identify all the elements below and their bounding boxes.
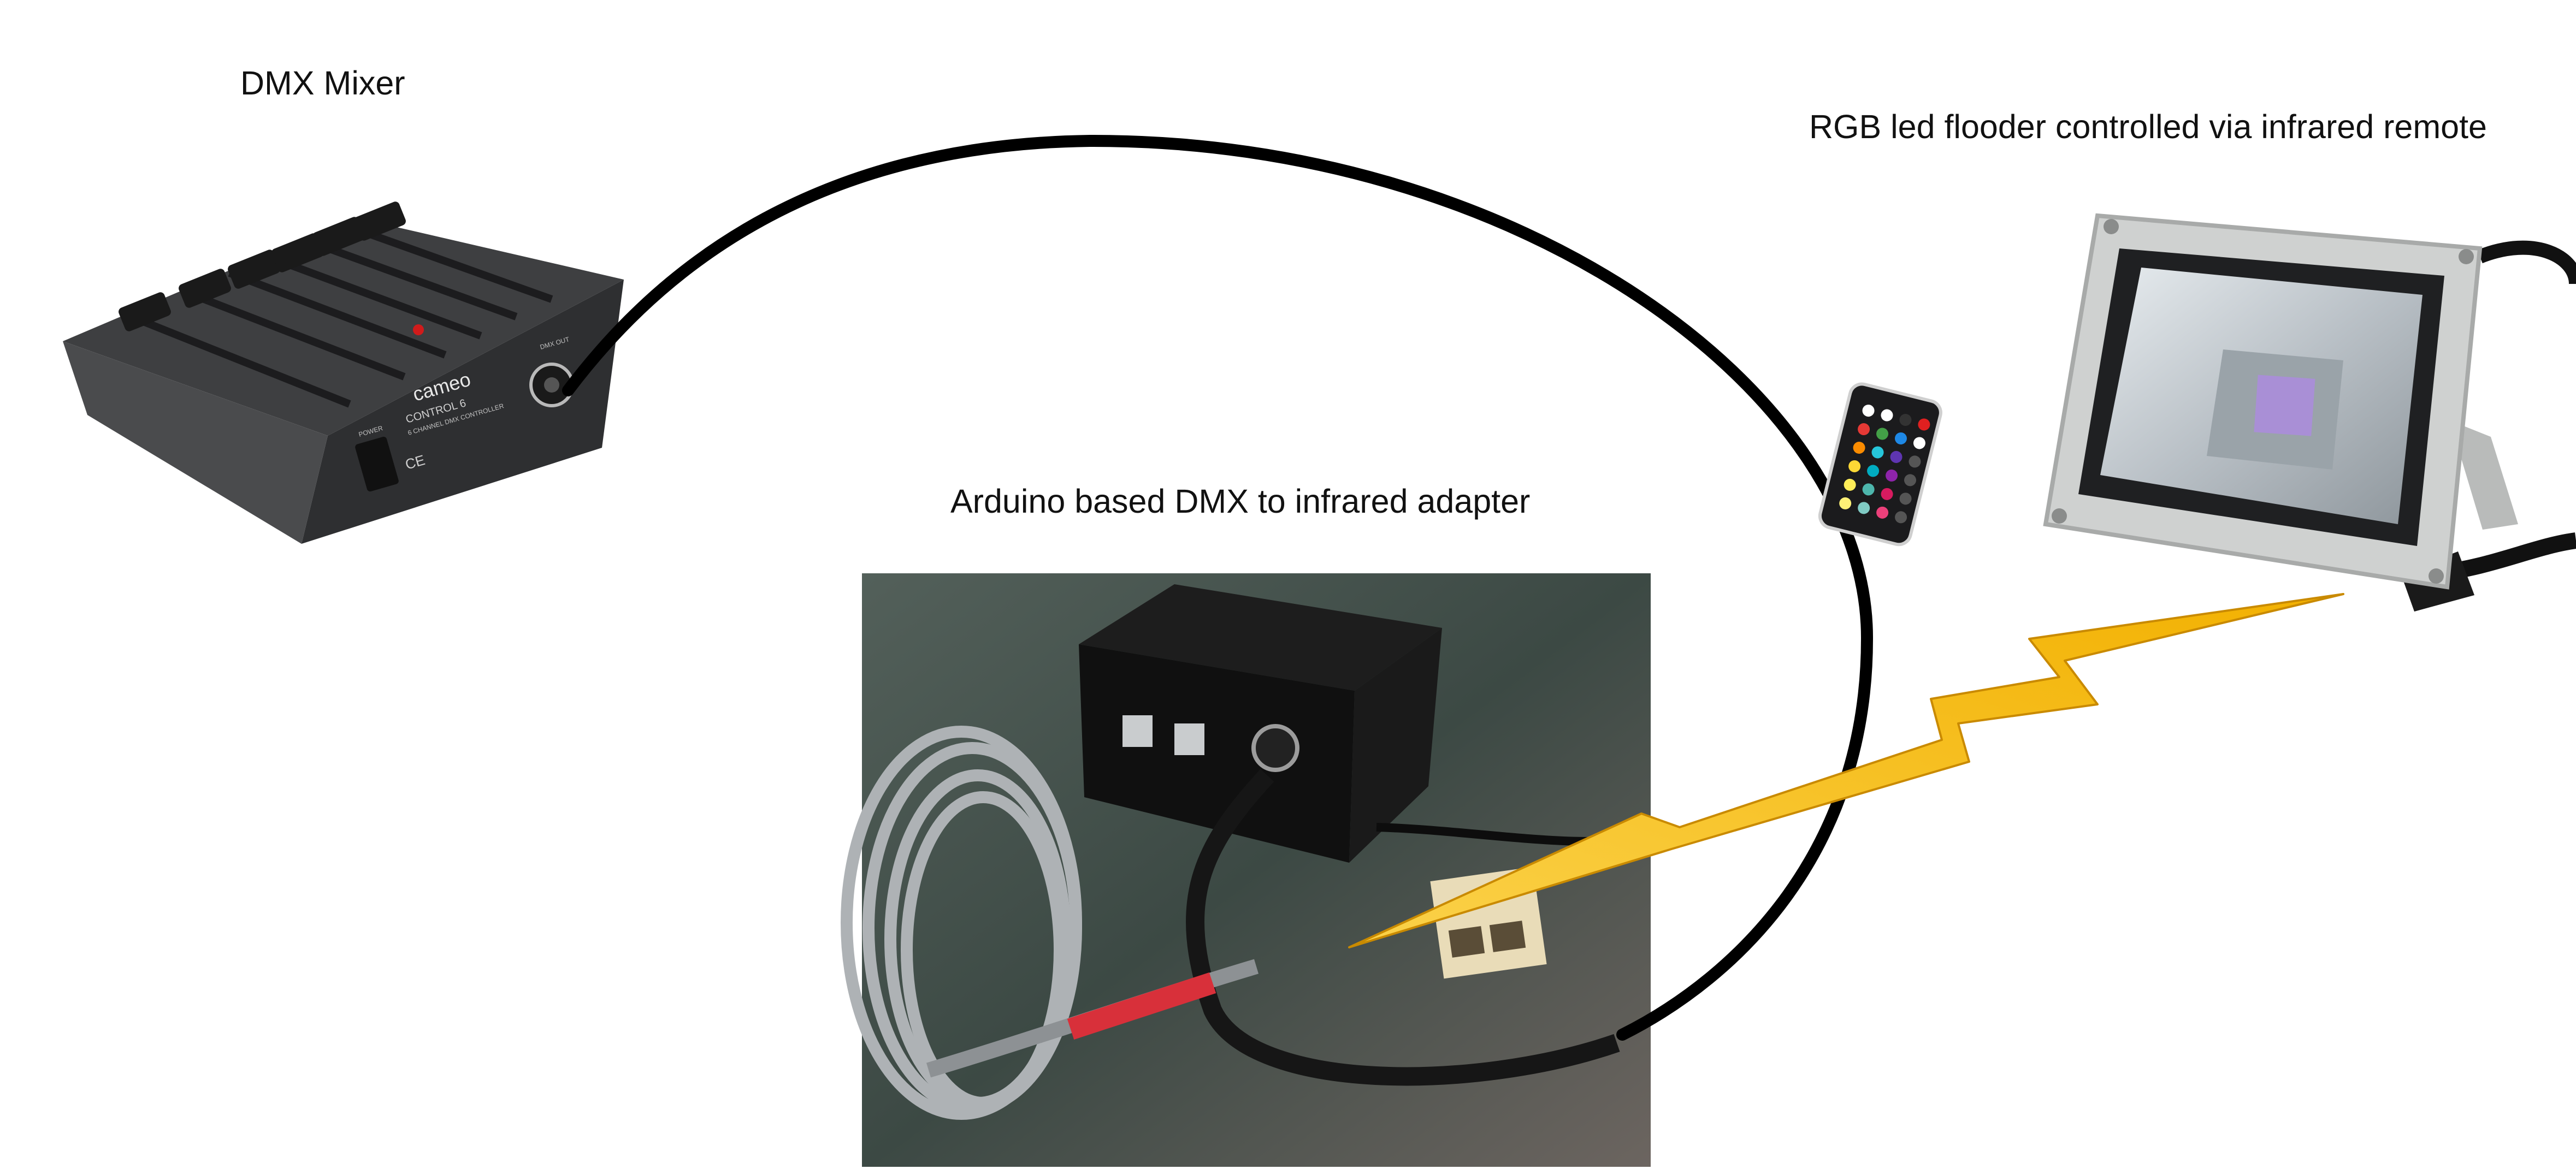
grey-cable-coil [841, 726, 1082, 1120]
fader-knob [119, 292, 171, 331]
rj45-port-icon [1489, 921, 1526, 952]
fader-knob [228, 250, 280, 289]
fader-knob [353, 201, 406, 241]
rj45-port-icon [1448, 926, 1485, 958]
remote-body [1818, 382, 1942, 547]
remote-buttons [1839, 405, 1930, 524]
adapter-box-side [1349, 628, 1442, 863]
flooder-stand [2450, 420, 2518, 530]
mixer-led [413, 324, 424, 335]
mixer-label: DMX Mixer [240, 64, 405, 102]
screw-icon [2459, 249, 2474, 264]
rj45-port-icon [1122, 715, 1153, 747]
adapter-label: Arduino based DMX to infrared adapter [950, 483, 1531, 520]
lightning-bolt-icon [1348, 593, 2344, 948]
dmx-connection-cable [562, 134, 1874, 1041]
fader-knob [271, 233, 324, 272]
ir-remote [1818, 382, 1942, 547]
adapter-box-top [1079, 584, 1442, 691]
flooder-power-cable [2477, 240, 2576, 285]
adapter-box-front [1079, 644, 1355, 863]
screw-icon [2052, 508, 2067, 524]
mixer-side [63, 341, 328, 544]
red-sleeve [1067, 972, 1216, 1040]
screw-icon [2429, 568, 2444, 584]
power-switch-icon [355, 436, 399, 492]
fader-knob [312, 217, 365, 256]
flooder-label: RGB led flooder controlled via infrared … [1809, 108, 2487, 145]
dmx-cable [1186, 769, 1620, 1086]
screw-icon [2104, 219, 2119, 234]
fader-knob [179, 269, 231, 308]
led-flooder [2043, 213, 2576, 612]
xlr-connector-icon [1251, 724, 1299, 772]
led-chip [2254, 375, 2315, 436]
dmx-mixer: cameo CONTROL 6 6 CHANNEL DMX CONTROLLER… [63, 201, 624, 544]
fader-group [119, 201, 553, 408]
rj45-port-icon [1174, 723, 1204, 755]
